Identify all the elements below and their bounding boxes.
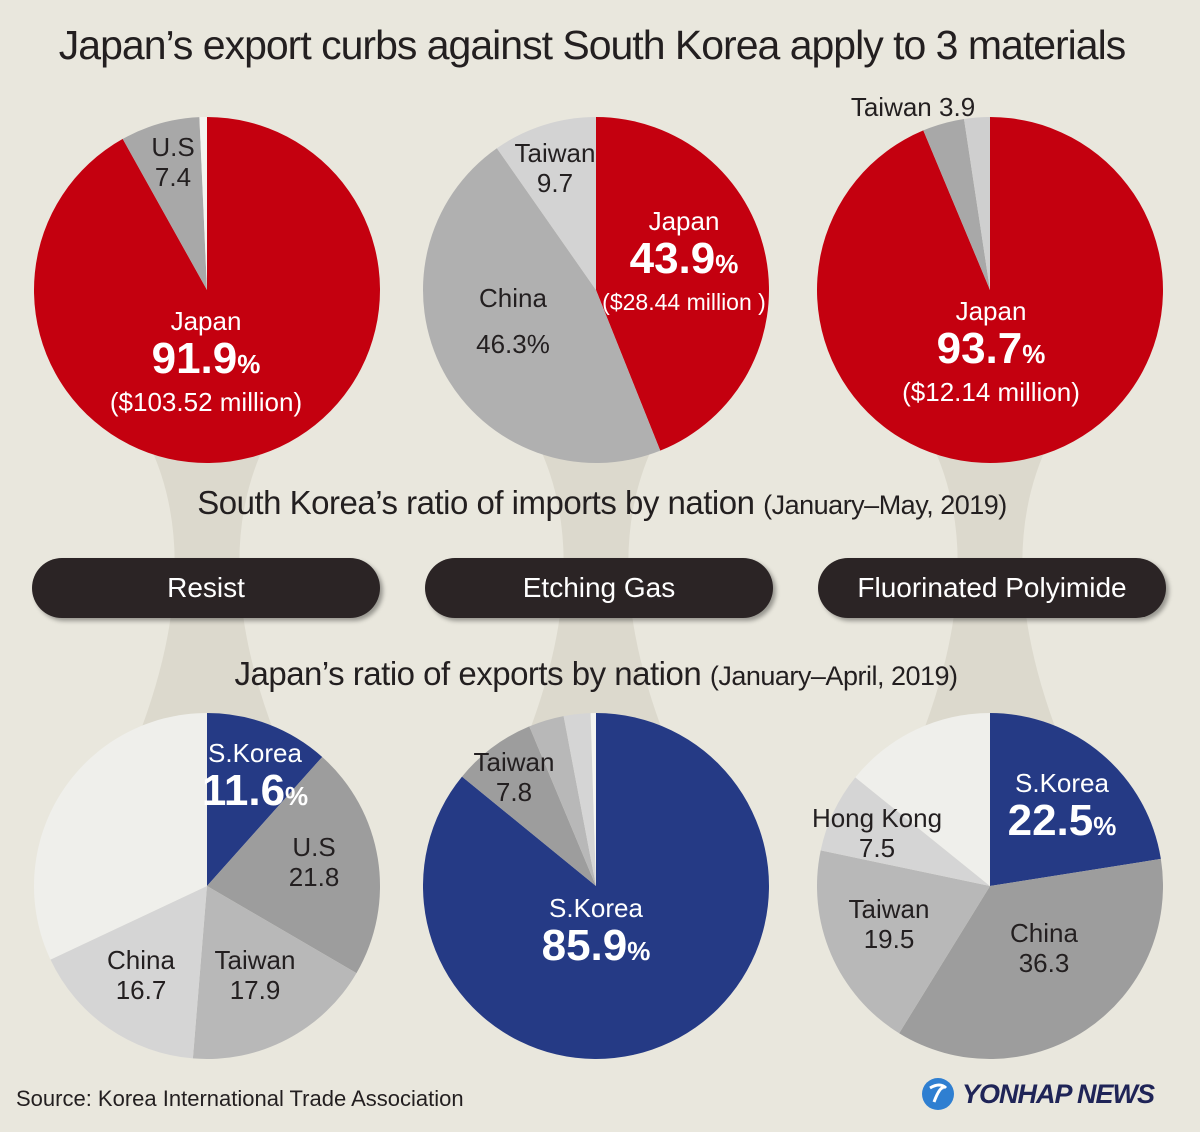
pie-slice-other — [563, 713, 596, 886]
pie-slice-s-korea — [990, 712, 1161, 886]
pie-slice-s-korea — [423, 713, 769, 1060]
pie-slice-china — [423, 148, 661, 463]
pie-slice-japan — [596, 117, 769, 451]
label-skorea: S.Korea 85.9% — [541, 893, 651, 970]
label-china: China 16.7 — [107, 945, 175, 1005]
exports-heading: Japan’s ratio of exports by nation (Janu… — [234, 655, 958, 692]
material-etching-gas: Etching Gas — [425, 558, 773, 618]
pie-slice-taiwan — [462, 726, 596, 886]
label-japan: Japan 93.7% ($12.14 million) — [902, 296, 1080, 407]
label-taiwan: Taiwan 17.9 — [214, 945, 296, 1005]
pie-slice-u-s — [122, 117, 207, 291]
pie-slice-other — [33, 713, 207, 960]
pie-slice-u-s — [207, 756, 380, 974]
label-taiwan: Taiwan 9.7 — [514, 138, 596, 198]
pie-slice-china — [50, 886, 207, 1059]
pie-slice-china — [899, 858, 1163, 1059]
pie-slice-taiwan — [923, 118, 990, 290]
label-china: China 46.3% — [476, 283, 550, 359]
pie-slice-hong-kong — [820, 777, 990, 886]
label-hong-kong: Hong Kong 7.5 — [811, 803, 943, 863]
pie-slice-s-korea — [207, 713, 323, 886]
pie-slice-other — [855, 713, 990, 886]
pie-slice-japan — [816, 117, 1163, 464]
label-taiwan: Taiwan 19.5 — [848, 894, 930, 954]
pie-slice-taiwan — [192, 886, 357, 1059]
material-fluorinated-polyimide: Fluorinated Polyimide — [818, 558, 1166, 618]
pie-slice-taiwan — [496, 117, 596, 290]
material-resist: Resist — [32, 558, 380, 618]
label-japan: Japan 91.9% ($103.52 million) — [109, 306, 303, 417]
label-taiwan: Taiwan 7.8 — [473, 747, 555, 807]
label-china: China 36.3 — [1010, 918, 1078, 978]
label-us: U.S 21.8 — [288, 832, 340, 892]
pie-slice-japan — [33, 117, 380, 463]
label-skorea: S.Korea 22.5% — [1007, 768, 1117, 845]
source-note: Source: Korea International Trade Associ… — [16, 1086, 464, 1111]
label-us: U.S 7.4 — [151, 132, 195, 192]
imports-heading: South Korea’s ratio of imports by nation… — [197, 484, 1007, 521]
pie-slice-other — [529, 716, 596, 886]
pie-slice-other — [199, 117, 207, 290]
label-japan: Japan 43.9% ($28.44 million ) — [602, 206, 766, 315]
yonhap-logo: YONHAP NEWS — [920, 1076, 1155, 1112]
pie-slice-other — [590, 713, 596, 886]
pie-slice-other — [964, 117, 990, 290]
label-taiwan: Taiwan 3.9 — [850, 92, 976, 122]
pie-slice-taiwan — [817, 850, 990, 1034]
label-skorea: S.Korea 11.6% — [201, 738, 309, 815]
yonhap-globe-icon — [922, 1078, 954, 1110]
main-title: Japan’s export curbs against South Korea… — [58, 22, 1126, 68]
